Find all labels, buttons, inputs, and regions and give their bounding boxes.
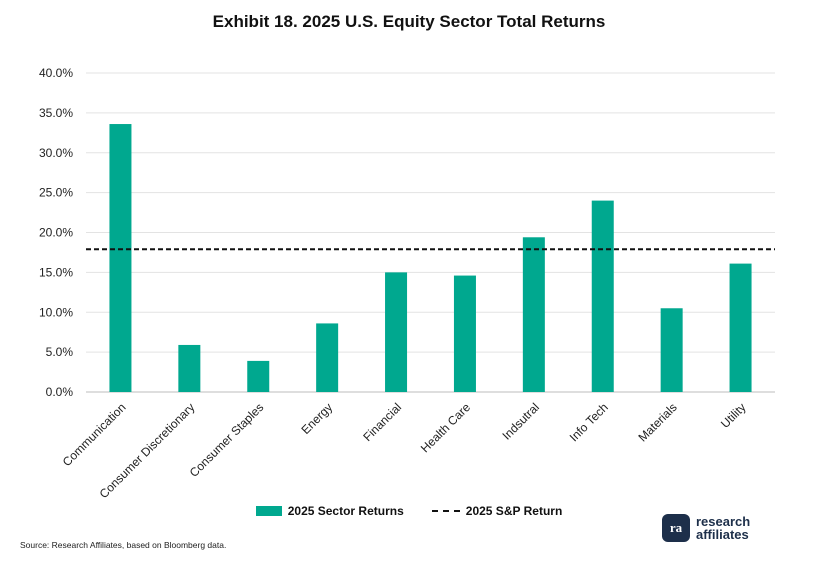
logo-line-1: research — [696, 514, 751, 529]
bar — [316, 323, 339, 392]
x-tick-label: Consumer Staples — [187, 400, 267, 480]
y-axis-ticks: 0.0% 5.0% 10.0% 15.0% 20.0% 25.0% 30.0% 35.0% 40… — [39, 66, 73, 399]
y-tick-label: 35.0% — [39, 106, 73, 120]
chart-title: Exhibit 18. 2025 U.S. Equity Sector Tota… — [212, 12, 606, 31]
source-note: Source: Research Affiliates, based on Bl… — [20, 540, 227, 550]
bar — [729, 263, 752, 392]
bar — [591, 200, 614, 392]
x-tick-label: Communication — [60, 400, 129, 469]
y-tick-label: 5.0% — [46, 345, 74, 359]
y-tick-label: 25.0% — [39, 186, 73, 200]
legend-label-bars: 2025 Sector Returns — [287, 504, 404, 518]
legend-label-line: 2025 S&P Return — [465, 504, 563, 518]
x-tick-label: Utility — [718, 400, 749, 431]
legend-swatch-bars — [255, 506, 282, 516]
brand-logo: ra research affiliates — [662, 514, 750, 542]
x-tick-label: Energy — [298, 400, 335, 437]
bar — [178, 344, 201, 392]
bar — [453, 275, 476, 392]
x-tick-label: Info Tech — [567, 400, 611, 444]
gridlines — [86, 72, 775, 393]
legend-item-bars: 2025 Sector Returns — [255, 504, 404, 518]
legend-swatch-line — [431, 510, 460, 512]
logo-mark-icon: ra — [662, 514, 690, 542]
bar — [109, 124, 132, 392]
x-tick-label: Materials — [635, 400, 679, 444]
legend-item-line: 2025 S&P Return — [431, 504, 563, 518]
bars — [109, 124, 752, 392]
bar — [247, 360, 270, 392]
y-tick-label: 10.0% — [39, 305, 73, 319]
y-tick-label: 0.0% — [46, 385, 74, 399]
bar — [385, 272, 408, 392]
bar-chart: 0.0% 5.0% 10.0% 15.0% 20.0% 25.0% 30.0% 35.0% 40… — [39, 66, 775, 500]
y-tick-label: 20.0% — [39, 226, 73, 240]
bar — [660, 308, 683, 392]
y-tick-label: 30.0% — [39, 146, 73, 160]
legend: 2025 Sector Returns 2025 S&P Return — [0, 504, 818, 518]
logo-wordmark: research affiliates — [696, 515, 750, 541]
y-tick-label: 40.0% — [39, 66, 73, 80]
logo-line-2: affiliates — [696, 527, 749, 542]
x-tick-label: Indsutral — [500, 400, 542, 442]
x-tick-label: Financial — [360, 400, 404, 444]
x-tick-label: Health Care — [418, 400, 473, 455]
y-tick-label: 15.0% — [39, 265, 73, 279]
bar — [522, 237, 545, 392]
